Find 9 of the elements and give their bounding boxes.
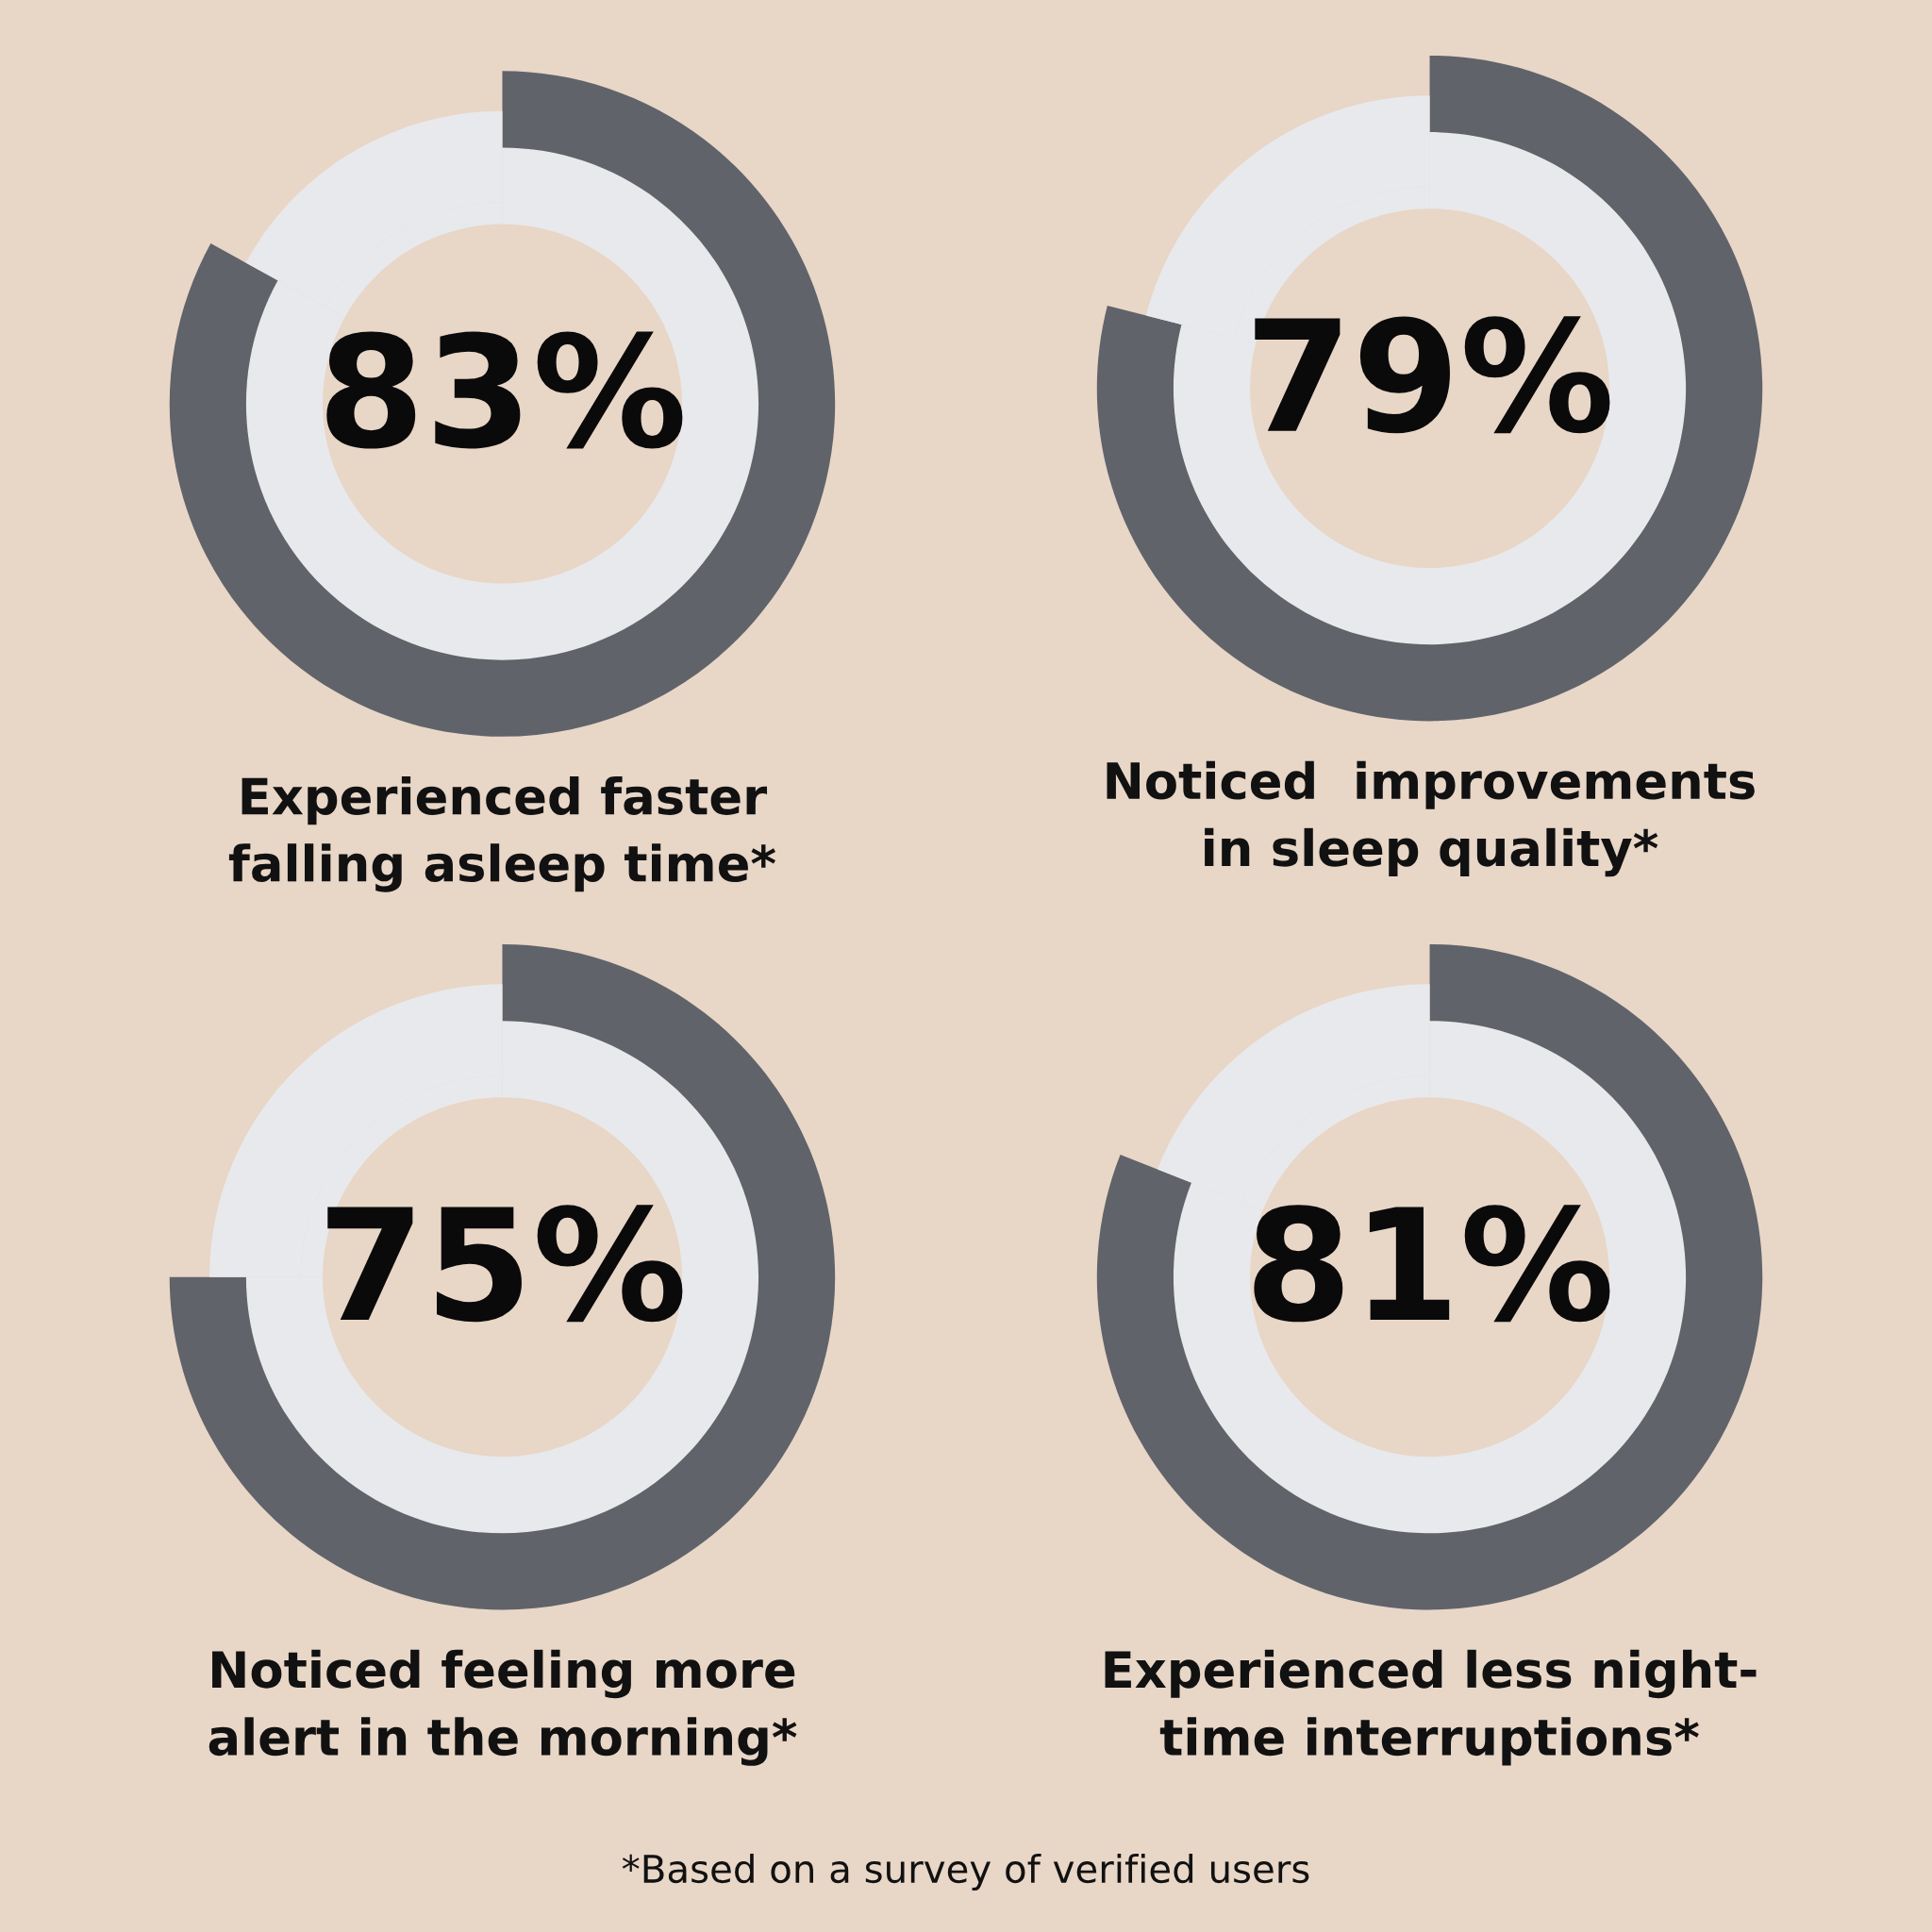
- text: Experienced less night- time interruptions*: [1105, 1649, 1757, 1766]
- text: Noticed feeling more alert in the morning*: [208, 1649, 797, 1766]
- text: Noticed improvements in sleep quality*: [1107, 760, 1755, 877]
- data-label: 83%: [326, 331, 683, 449]
- text: Experienced faster falling asleep time*: [228, 776, 775, 892]
- data-label: 81%: [1254, 1205, 1610, 1323]
- data-label: 79%: [1255, 316, 1610, 434]
- text: *Based on a survey of verified users: [622, 1854, 1309, 1890]
- data-label: 75%: [327, 1205, 683, 1323]
